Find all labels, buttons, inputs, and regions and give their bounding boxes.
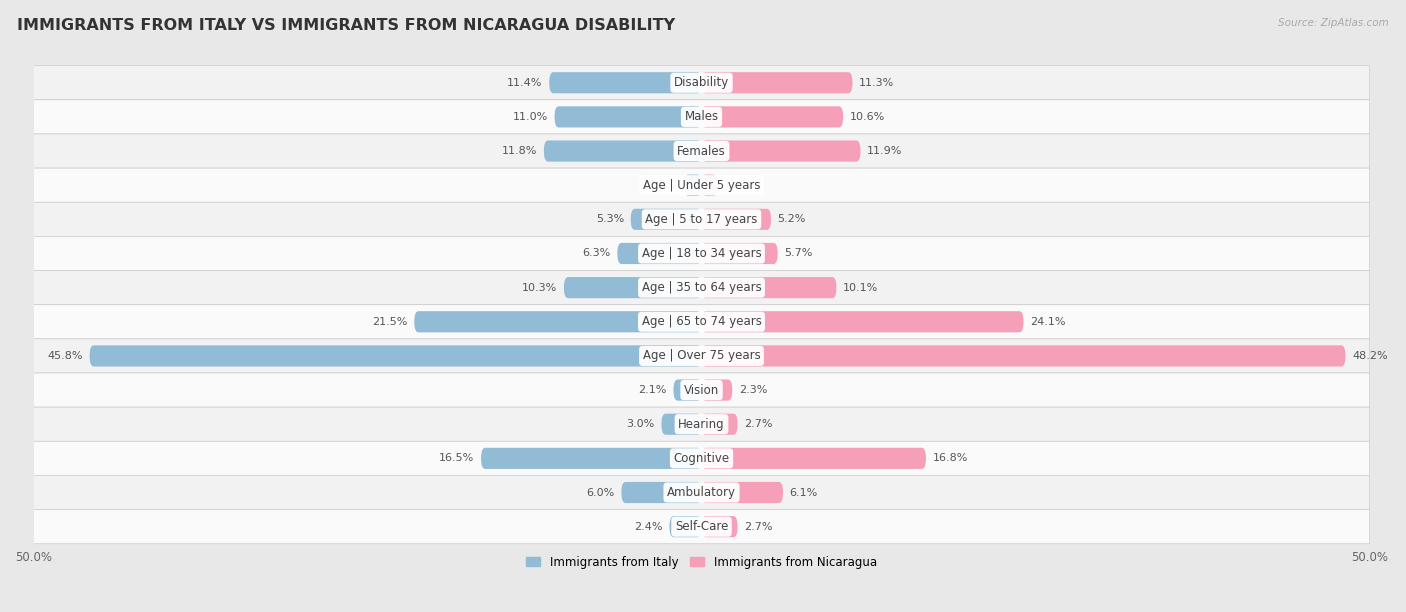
Text: 2.7%: 2.7% <box>744 521 773 532</box>
FancyBboxPatch shape <box>702 174 717 196</box>
FancyBboxPatch shape <box>34 339 1369 373</box>
Text: 21.5%: 21.5% <box>373 317 408 327</box>
FancyBboxPatch shape <box>34 202 1369 236</box>
FancyBboxPatch shape <box>34 373 1369 407</box>
FancyBboxPatch shape <box>90 345 702 367</box>
FancyBboxPatch shape <box>34 476 1369 510</box>
Text: 2.4%: 2.4% <box>634 521 662 532</box>
Text: 24.1%: 24.1% <box>1031 317 1066 327</box>
Text: Age | 65 to 74 years: Age | 65 to 74 years <box>641 315 762 328</box>
FancyBboxPatch shape <box>702 209 770 230</box>
Text: Females: Females <box>678 144 725 157</box>
FancyBboxPatch shape <box>685 174 702 196</box>
Text: 5.7%: 5.7% <box>785 248 813 258</box>
FancyBboxPatch shape <box>702 379 733 401</box>
Text: 45.8%: 45.8% <box>48 351 83 361</box>
FancyBboxPatch shape <box>702 482 783 503</box>
Text: IMMIGRANTS FROM ITALY VS IMMIGRANTS FROM NICARAGUA DISABILITY: IMMIGRANTS FROM ITALY VS IMMIGRANTS FROM… <box>17 18 675 34</box>
Text: Males: Males <box>685 110 718 124</box>
Text: 1.2%: 1.2% <box>724 180 752 190</box>
FancyBboxPatch shape <box>702 448 927 469</box>
Text: 2.7%: 2.7% <box>744 419 773 429</box>
FancyBboxPatch shape <box>702 106 844 127</box>
Text: Age | Over 75 years: Age | Over 75 years <box>643 349 761 362</box>
FancyBboxPatch shape <box>34 134 1369 168</box>
FancyBboxPatch shape <box>631 209 702 230</box>
Text: Age | 35 to 64 years: Age | 35 to 64 years <box>641 281 762 294</box>
Text: Source: ZipAtlas.com: Source: ZipAtlas.com <box>1278 18 1389 28</box>
Text: 11.0%: 11.0% <box>513 112 548 122</box>
Text: Ambulatory: Ambulatory <box>666 486 735 499</box>
Text: 5.3%: 5.3% <box>596 214 624 225</box>
Text: 6.1%: 6.1% <box>790 488 818 498</box>
Text: 48.2%: 48.2% <box>1353 351 1388 361</box>
FancyBboxPatch shape <box>34 305 1369 339</box>
FancyBboxPatch shape <box>554 106 702 127</box>
FancyBboxPatch shape <box>702 516 738 537</box>
Text: 16.5%: 16.5% <box>439 453 474 463</box>
Text: 10.3%: 10.3% <box>522 283 557 293</box>
FancyBboxPatch shape <box>34 236 1369 271</box>
FancyBboxPatch shape <box>34 441 1369 476</box>
FancyBboxPatch shape <box>702 311 1024 332</box>
FancyBboxPatch shape <box>702 414 738 435</box>
Text: Age | 5 to 17 years: Age | 5 to 17 years <box>645 213 758 226</box>
FancyBboxPatch shape <box>34 407 1369 441</box>
Text: Hearing: Hearing <box>678 418 725 431</box>
FancyBboxPatch shape <box>621 482 702 503</box>
FancyBboxPatch shape <box>481 448 702 469</box>
Text: 6.3%: 6.3% <box>582 248 610 258</box>
Text: 11.4%: 11.4% <box>508 78 543 88</box>
Text: 6.0%: 6.0% <box>586 488 614 498</box>
Text: Disability: Disability <box>673 76 730 89</box>
FancyBboxPatch shape <box>544 140 702 162</box>
Text: 2.3%: 2.3% <box>740 385 768 395</box>
FancyBboxPatch shape <box>34 510 1369 543</box>
FancyBboxPatch shape <box>702 140 860 162</box>
FancyBboxPatch shape <box>34 168 1369 202</box>
Text: Self-Care: Self-Care <box>675 520 728 533</box>
Text: Vision: Vision <box>683 384 718 397</box>
FancyBboxPatch shape <box>702 72 852 93</box>
Text: Age | 18 to 34 years: Age | 18 to 34 years <box>641 247 762 260</box>
Text: 10.1%: 10.1% <box>844 283 879 293</box>
Text: Cognitive: Cognitive <box>673 452 730 465</box>
Text: 5.2%: 5.2% <box>778 214 806 225</box>
Text: 11.8%: 11.8% <box>502 146 537 156</box>
FancyBboxPatch shape <box>673 379 702 401</box>
FancyBboxPatch shape <box>702 277 837 298</box>
Text: 16.8%: 16.8% <box>932 453 967 463</box>
FancyBboxPatch shape <box>669 516 702 537</box>
Text: 10.6%: 10.6% <box>849 112 884 122</box>
Text: 3.0%: 3.0% <box>627 419 655 429</box>
FancyBboxPatch shape <box>617 243 702 264</box>
FancyBboxPatch shape <box>661 414 702 435</box>
Legend: Immigrants from Italy, Immigrants from Nicaragua: Immigrants from Italy, Immigrants from N… <box>522 551 882 573</box>
FancyBboxPatch shape <box>702 345 1346 367</box>
FancyBboxPatch shape <box>34 65 1369 100</box>
FancyBboxPatch shape <box>415 311 702 332</box>
Text: 1.3%: 1.3% <box>650 180 678 190</box>
FancyBboxPatch shape <box>34 100 1369 134</box>
FancyBboxPatch shape <box>550 72 702 93</box>
FancyBboxPatch shape <box>702 243 778 264</box>
FancyBboxPatch shape <box>34 271 1369 305</box>
Text: 11.3%: 11.3% <box>859 78 894 88</box>
Text: 2.1%: 2.1% <box>638 385 666 395</box>
FancyBboxPatch shape <box>564 277 702 298</box>
Text: 11.9%: 11.9% <box>868 146 903 156</box>
Text: Age | Under 5 years: Age | Under 5 years <box>643 179 761 192</box>
